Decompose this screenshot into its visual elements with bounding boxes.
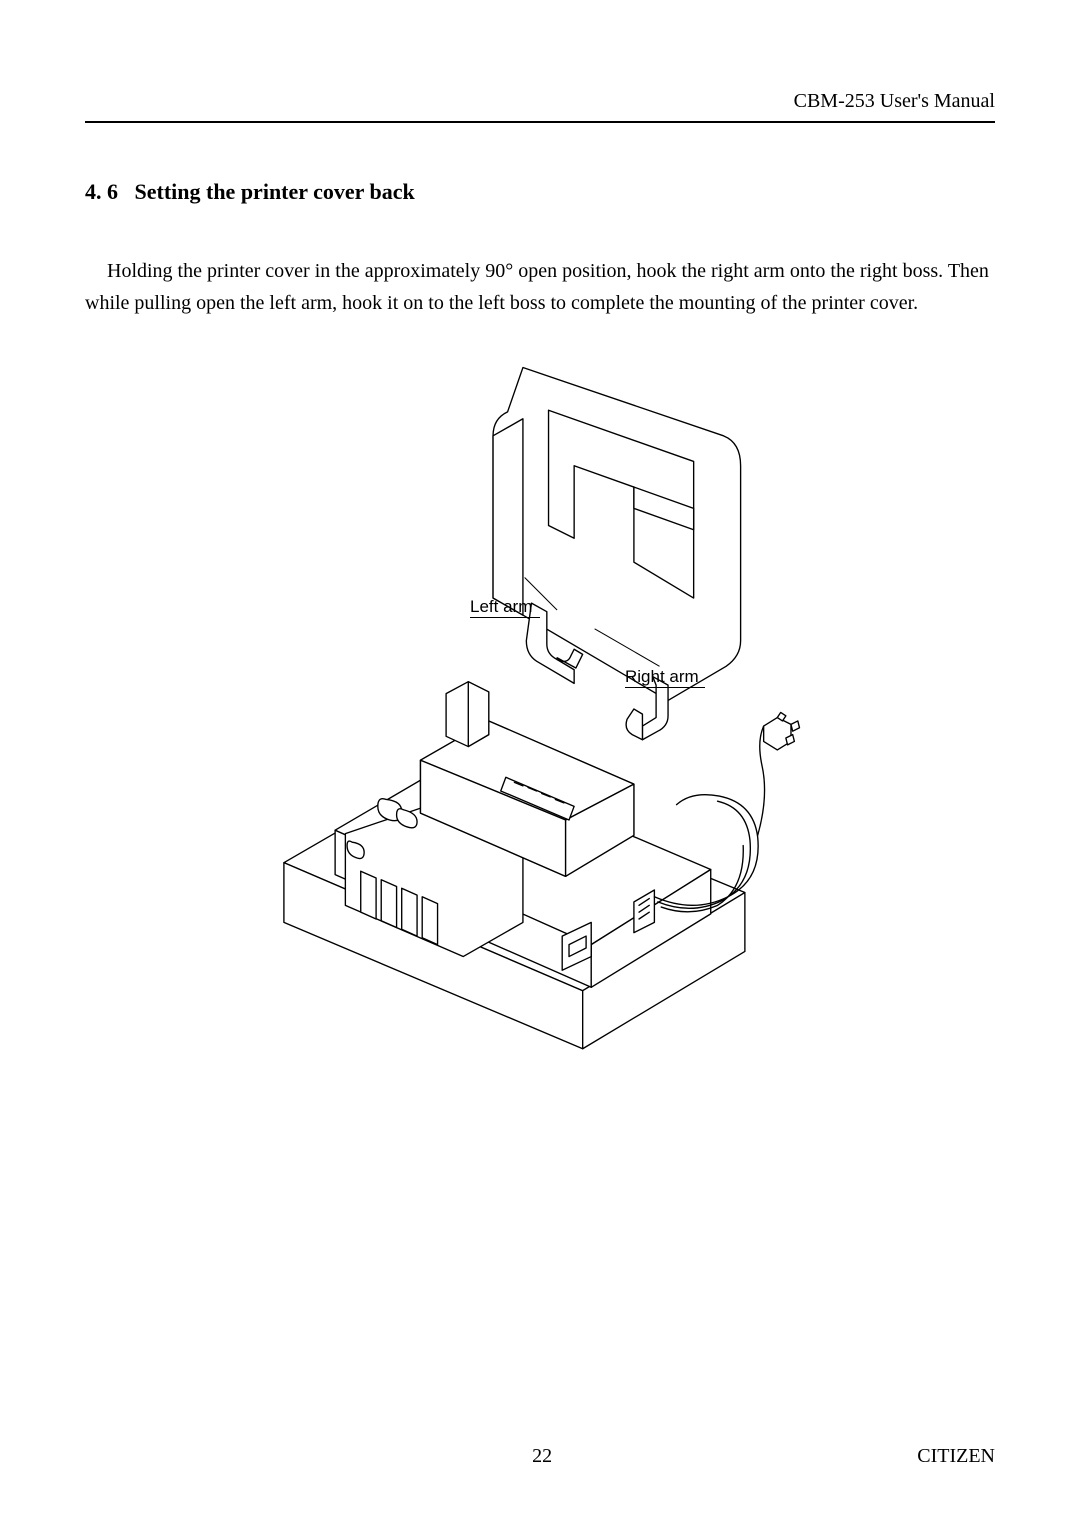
page: CBM-253 User's Manual 4. 6 Setting the p… <box>0 0 1080 1528</box>
section-title: Setting the printer cover back <box>135 179 415 204</box>
printer-figure: Left arm Right arm <box>240 359 840 1059</box>
running-title: CBM-253 User's Manual <box>794 90 995 112</box>
right-arm-label: Right arm <box>625 667 705 688</box>
page-footer: 22 CITIZEN <box>85 1445 995 1468</box>
printer-line-art <box>240 359 840 1059</box>
running-header: CBM-253 User's Manual <box>85 90 995 123</box>
section-number: 4. 6 <box>85 179 118 204</box>
section-heading: 4. 6 Setting the printer cover back <box>85 179 995 205</box>
left-arm-label: Left arm <box>470 597 540 618</box>
footer-brand: CITIZEN <box>917 1445 995 1468</box>
page-number: 22 <box>85 1445 917 1468</box>
body-paragraph: Holding the printer cover in the approxi… <box>85 255 995 319</box>
